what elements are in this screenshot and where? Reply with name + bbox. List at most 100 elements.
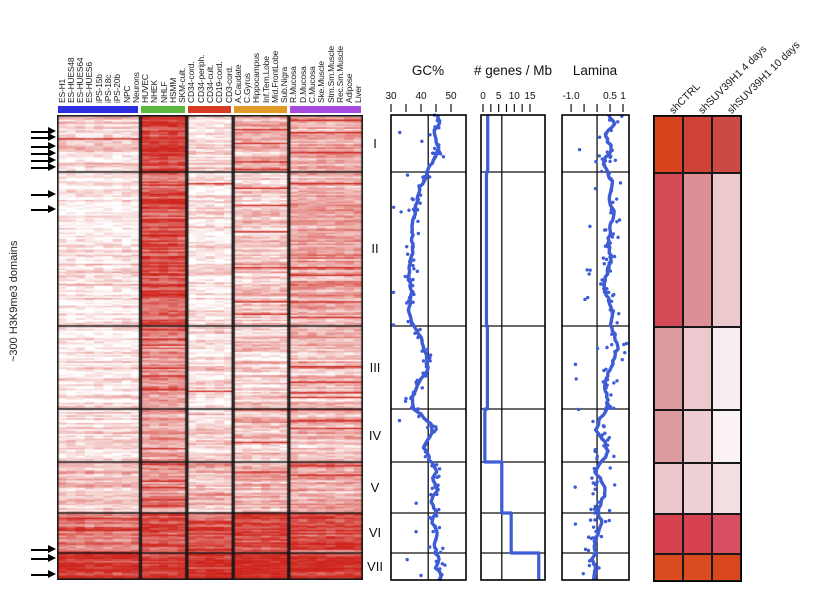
h3k9me3-heatmap — [57, 115, 363, 580]
column-group-bar — [58, 106, 139, 113]
data-point — [601, 256, 606, 260]
data-point — [615, 379, 619, 383]
data-point — [438, 550, 443, 555]
knockdown-cell — [683, 116, 712, 173]
data-point — [436, 483, 440, 487]
data-point — [615, 220, 619, 224]
data-point — [414, 501, 418, 505]
data-point — [430, 486, 435, 491]
axis-tick-label: 50 — [445, 91, 457, 102]
data-point — [427, 175, 432, 179]
knockdown-cell — [712, 327, 741, 410]
data-point — [391, 290, 396, 295]
data-point — [576, 407, 581, 412]
data-point — [405, 252, 410, 256]
data-point — [414, 530, 418, 534]
knockdown-cell — [712, 410, 741, 463]
lamina-panel-title: Lamina — [572, 63, 618, 78]
data-point — [411, 263, 415, 268]
data-point — [586, 295, 590, 300]
data-point — [406, 319, 410, 324]
data-point — [415, 269, 419, 274]
knockdown-cell — [683, 173, 712, 327]
data-point — [603, 431, 607, 435]
data-point — [411, 277, 415, 282]
data-point — [419, 573, 423, 578]
data-point — [403, 274, 407, 279]
data-point — [591, 492, 595, 496]
data-point — [594, 481, 599, 486]
data-point — [595, 346, 600, 351]
knockdown-cell — [712, 514, 741, 554]
knockdown-cell — [654, 116, 683, 173]
data-point — [609, 393, 613, 397]
column-group-bar — [141, 106, 185, 113]
data-point — [588, 268, 592, 272]
data-point — [603, 244, 608, 248]
knockdown-cell — [683, 514, 712, 554]
data-point — [441, 155, 446, 159]
data-point — [391, 323, 396, 327]
data-point — [618, 181, 623, 185]
knockdown-cell — [712, 463, 741, 514]
data-point — [427, 545, 432, 549]
data-point — [617, 311, 621, 316]
data-point — [611, 293, 615, 298]
data-point — [595, 457, 599, 461]
row-group-label: IV — [368, 427, 382, 443]
data-point — [597, 135, 602, 139]
row-arrow-icon — [31, 149, 56, 157]
data-point — [593, 186, 598, 191]
data-point — [623, 350, 627, 355]
trend-line — [590, 114, 620, 581]
data-point — [608, 159, 612, 164]
data-point — [589, 507, 593, 512]
knockdown-cell — [712, 554, 741, 581]
data-point — [602, 424, 606, 429]
knockdown-cell — [712, 116, 741, 173]
data-point — [603, 519, 608, 524]
data-point — [586, 548, 591, 553]
data-point — [617, 218, 622, 222]
data-point — [610, 342, 614, 347]
data-point — [412, 258, 416, 262]
data-point — [595, 454, 600, 459]
data-point — [425, 425, 430, 430]
column-group-bar — [234, 106, 287, 113]
row-arrow-icon — [31, 554, 56, 562]
data-point — [612, 254, 617, 259]
data-point — [418, 327, 422, 332]
data-point — [615, 321, 619, 325]
data-point — [432, 146, 437, 151]
data-point — [609, 211, 613, 215]
row-group-label: II — [371, 241, 379, 256]
data-point — [405, 244, 409, 249]
knockdown-cell — [654, 554, 683, 581]
data-point — [581, 571, 585, 576]
data-point — [438, 152, 443, 156]
data-point — [604, 257, 609, 262]
data-point — [574, 377, 578, 381]
data-point — [397, 418, 402, 423]
data-point — [427, 515, 432, 520]
data-point — [612, 406, 616, 410]
data-point — [399, 210, 403, 214]
genes-panel-title: # genes / Mb — [473, 63, 553, 78]
knockdown-heatmap — [653, 115, 742, 582]
data-point — [611, 200, 615, 205]
axis-tick-label: 5 — [496, 91, 502, 102]
data-point — [593, 487, 597, 491]
data-point — [593, 504, 598, 509]
data-point — [606, 290, 611, 295]
row-arrow-icon — [31, 545, 56, 553]
data-point — [591, 525, 596, 529]
data-point — [608, 155, 612, 160]
data-point — [583, 547, 588, 552]
column-group-bar — [289, 106, 361, 113]
row-arrow-icon — [31, 190, 56, 198]
data-point — [588, 518, 593, 522]
knockdown-cell — [683, 410, 712, 463]
data-point — [437, 525, 442, 530]
data-point — [573, 522, 578, 526]
gc-panel-title: GC% — [411, 63, 445, 78]
